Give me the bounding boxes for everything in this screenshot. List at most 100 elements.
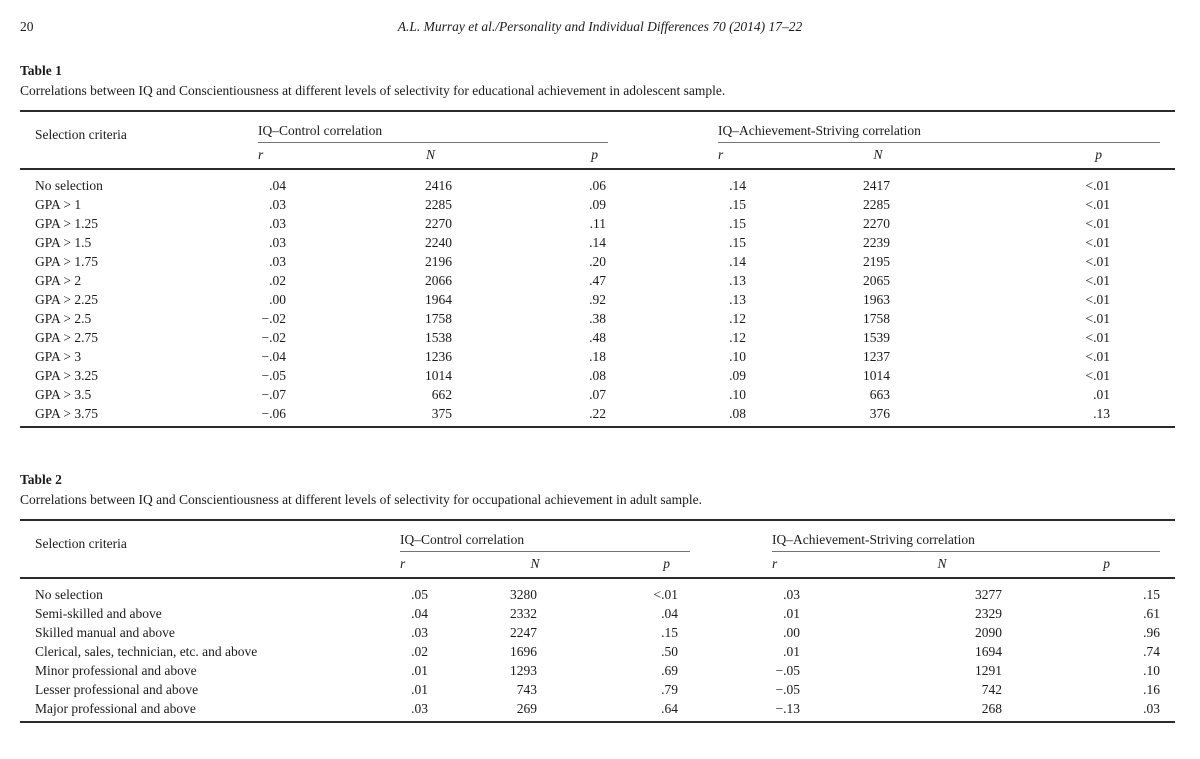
spacer-cell <box>690 679 772 698</box>
p-value: <.01 <box>1085 273 1111 288</box>
n-value: 1014 <box>863 368 891 383</box>
criteria-cell: No selection <box>35 587 103 602</box>
n-value: 2329 <box>975 606 1003 621</box>
table2-selection-criteria-header: Selection criteria <box>35 536 127 551</box>
r-value: .03 <box>269 216 286 231</box>
spacer-cell <box>20 143 258 170</box>
r-value: .15 <box>729 197 747 212</box>
r-value: .01 <box>783 644 801 659</box>
spacer-cell <box>690 622 772 641</box>
p-value: .11 <box>589 216 607 231</box>
p-value: .13 <box>1093 406 1111 421</box>
p-value: .92 <box>589 292 607 307</box>
table1-selection-criteria-header: Selection criteria <box>35 127 127 142</box>
criteria-cell: GPA > 2 <box>35 273 82 288</box>
n-value: 1291 <box>975 663 1003 678</box>
table-row: GPA > 1 .03 2285 .09 .15 2285 <.01 <box>20 194 1175 213</box>
table1-r1-header: r <box>258 143 373 170</box>
spacer-cell <box>690 578 772 603</box>
spacer-cell <box>608 403 718 427</box>
spacer-cell <box>690 603 772 622</box>
spacer-cell <box>690 641 772 660</box>
r-value: .15 <box>729 235 747 250</box>
spacer-cell <box>608 365 718 384</box>
n-value: 2270 <box>425 216 452 231</box>
criteria-cell: Clerical, sales, technician, etc. and ab… <box>35 644 258 659</box>
spacer-cell <box>608 308 718 327</box>
r-value: .10 <box>729 387 747 402</box>
p-value: <.01 <box>1085 235 1111 250</box>
n-value: 376 <box>869 406 891 421</box>
p-value: .38 <box>589 311 607 326</box>
table-row: GPA > 3.5 −.07 662 .07 .10 663 .01 <box>20 384 1175 403</box>
criteria-cell: GPA > 3.5 <box>35 387 92 402</box>
n-value: 2065 <box>863 273 891 288</box>
table2-n2-header: N <box>877 552 1008 579</box>
table1-label: Table 1 <box>20 63 62 78</box>
n-value: 2285 <box>425 197 452 212</box>
table2-label: Table 2 <box>20 472 62 487</box>
r-value: .10 <box>729 349 747 364</box>
table1-group-header-row: Selection criteria IQ–Control correlatio… <box>20 111 1175 143</box>
r-value: −.05 <box>775 663 801 678</box>
spacer-cell <box>608 289 718 308</box>
n-value: 1237 <box>863 349 891 364</box>
n-value: 1539 <box>863 330 891 345</box>
table2-r1-header: r <box>400 552 505 579</box>
journal-page: 20 A.L. Murray et al./Personality and In… <box>0 19 1200 723</box>
table1-head: Selection criteria IQ–Control correlatio… <box>20 111 1176 170</box>
table1-group2-header: IQ–Achievement-Striving correlation <box>718 123 1161 143</box>
r-value: .03 <box>411 625 428 640</box>
spacer-cell <box>608 143 719 170</box>
n-value: 1236 <box>425 349 452 364</box>
criteria-cell: GPA > 2.5 <box>35 311 92 326</box>
criteria-cell: GPA > 3 <box>35 349 82 364</box>
p-value: .61 <box>1143 606 1161 621</box>
table-row: Lesser professional and above .01 743 .79 −.… <box>20 679 1175 698</box>
r-value: .15 <box>729 216 747 231</box>
page-number: 20 <box>20 19 34 34</box>
table1-r2-header: r <box>718 143 839 170</box>
spacer-cell <box>608 384 718 403</box>
p-value: .14 <box>589 235 607 250</box>
n-value: 2195 <box>863 254 891 269</box>
n-value: 2416 <box>425 178 452 193</box>
table-row: GPA > 2.5 −.02 1758 .38 .12 1758 <.01 <box>20 308 1175 327</box>
table2-body: No selection .05 3280 <.01 .03 3277 .15 Semi-s… <box>20 578 1175 722</box>
table1-body: No selection .04 2416 .06 .14 2417 <.01 GPA > … <box>20 169 1175 427</box>
spacer-cell <box>690 552 773 579</box>
spacer-cell <box>608 270 718 289</box>
table-row: GPA > 2.25 .00 1964 .92 .13 1963 <.01 <box>20 289 1175 308</box>
p-value: .48 <box>589 330 607 345</box>
criteria-cell: Skilled manual and above <box>35 625 175 640</box>
table2-r2-header: r <box>772 552 878 579</box>
n-value: 663 <box>869 387 891 402</box>
r-value: .03 <box>269 235 286 250</box>
criteria-cell: GPA > 3.75 <box>35 406 99 421</box>
p-value: <.01 <box>1085 197 1111 212</box>
table2-n1-header: N <box>505 552 565 579</box>
table2-group1-header-cell: IQ–Control correlation <box>400 520 691 552</box>
table1-n2-header: N <box>838 143 919 170</box>
spacer-cell <box>608 213 718 232</box>
spacer-cell <box>608 327 718 346</box>
p-value: .50 <box>661 644 679 659</box>
p-value: .10 <box>1143 663 1161 678</box>
n-value: 268 <box>981 701 1003 716</box>
table2-group2-header-cell: IQ–Achievement-Striving correlation <box>772 520 1175 552</box>
p-value: <.01 <box>1085 368 1111 383</box>
n-value: 2332 <box>510 606 537 621</box>
p-value: .74 <box>1143 644 1161 659</box>
spacer-cell <box>690 698 772 722</box>
n-value: 2285 <box>863 197 891 212</box>
r-value: .01 <box>411 663 428 678</box>
table-row: GPA > 2 .02 2066 .47 .13 2065 <.01 <box>20 270 1175 289</box>
p-value: .96 <box>1143 625 1161 640</box>
table-row: Skilled manual and above .03 2247 .15 .00 209… <box>20 622 1175 641</box>
r-value: −.02 <box>261 311 287 326</box>
p-value: .01 <box>1093 387 1111 402</box>
table2: Selection criteria IQ–Control correlatio… <box>20 519 1176 723</box>
running-head: A.L. Murray et al./Personality and Indiv… <box>397 19 803 34</box>
table1-section: Table 1 Correlations between IQ and Cons… <box>20 63 1180 428</box>
r-value: .09 <box>729 368 747 383</box>
